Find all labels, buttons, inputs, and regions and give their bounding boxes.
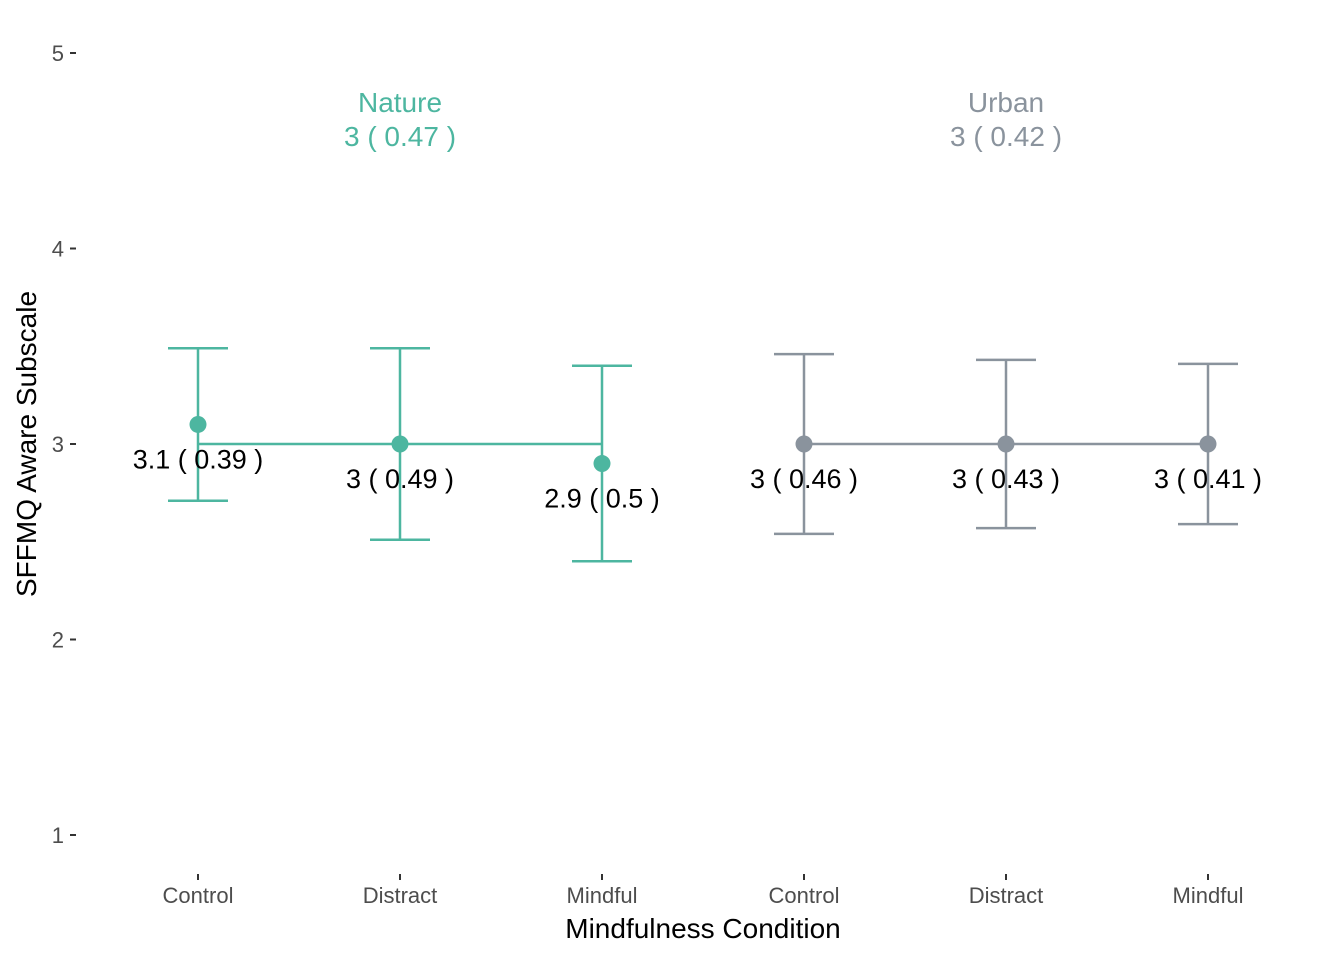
point-label: 3.1 ( 0.39 ) [133,444,264,474]
y-tick-label: 5 [52,41,64,66]
x-tick-label: Control [163,883,234,908]
mean-point [795,435,813,453]
point-label: 2.9 ( 0.5 ) [544,484,660,514]
group-summary-label: 3 ( 0.47 ) [344,121,456,152]
y-tick-label: 1 [52,823,64,848]
group-name-label: Urban [968,87,1044,118]
mean-point [189,415,207,433]
y-tick-label: 4 [52,237,64,262]
group-summary-label: 3 ( 0.42 ) [950,121,1062,152]
mean-point [391,435,409,453]
y-axis-title: SFFMQ Aware Subscale [11,291,42,597]
y-tick-label: 2 [52,628,64,653]
mean-point [593,455,611,473]
point-label: 3 ( 0.43 ) [952,464,1060,494]
y-axis: 1 2 3 4 5 [52,41,76,848]
x-tick-label: Mindful [567,883,638,908]
point-label: 3 ( 0.49 ) [346,464,454,494]
mean-point [997,435,1015,453]
x-tick-label: Control [769,883,840,908]
x-tick-label: Mindful [1173,883,1244,908]
point-label: 3 ( 0.46 ) [750,464,858,494]
mean-point [1199,435,1217,453]
y-tick-label: 3 [52,432,64,457]
x-tick-label: Distract [969,883,1044,908]
x-axis-title: Mindfulness Condition [565,913,841,944]
x-tick-label: Distract [363,883,438,908]
x-axis: Control Distract Mindful Control Distract Min… [163,874,1244,908]
group-name-label: Nature [358,87,442,118]
point-label: 3 ( 0.41 ) [1154,464,1262,494]
